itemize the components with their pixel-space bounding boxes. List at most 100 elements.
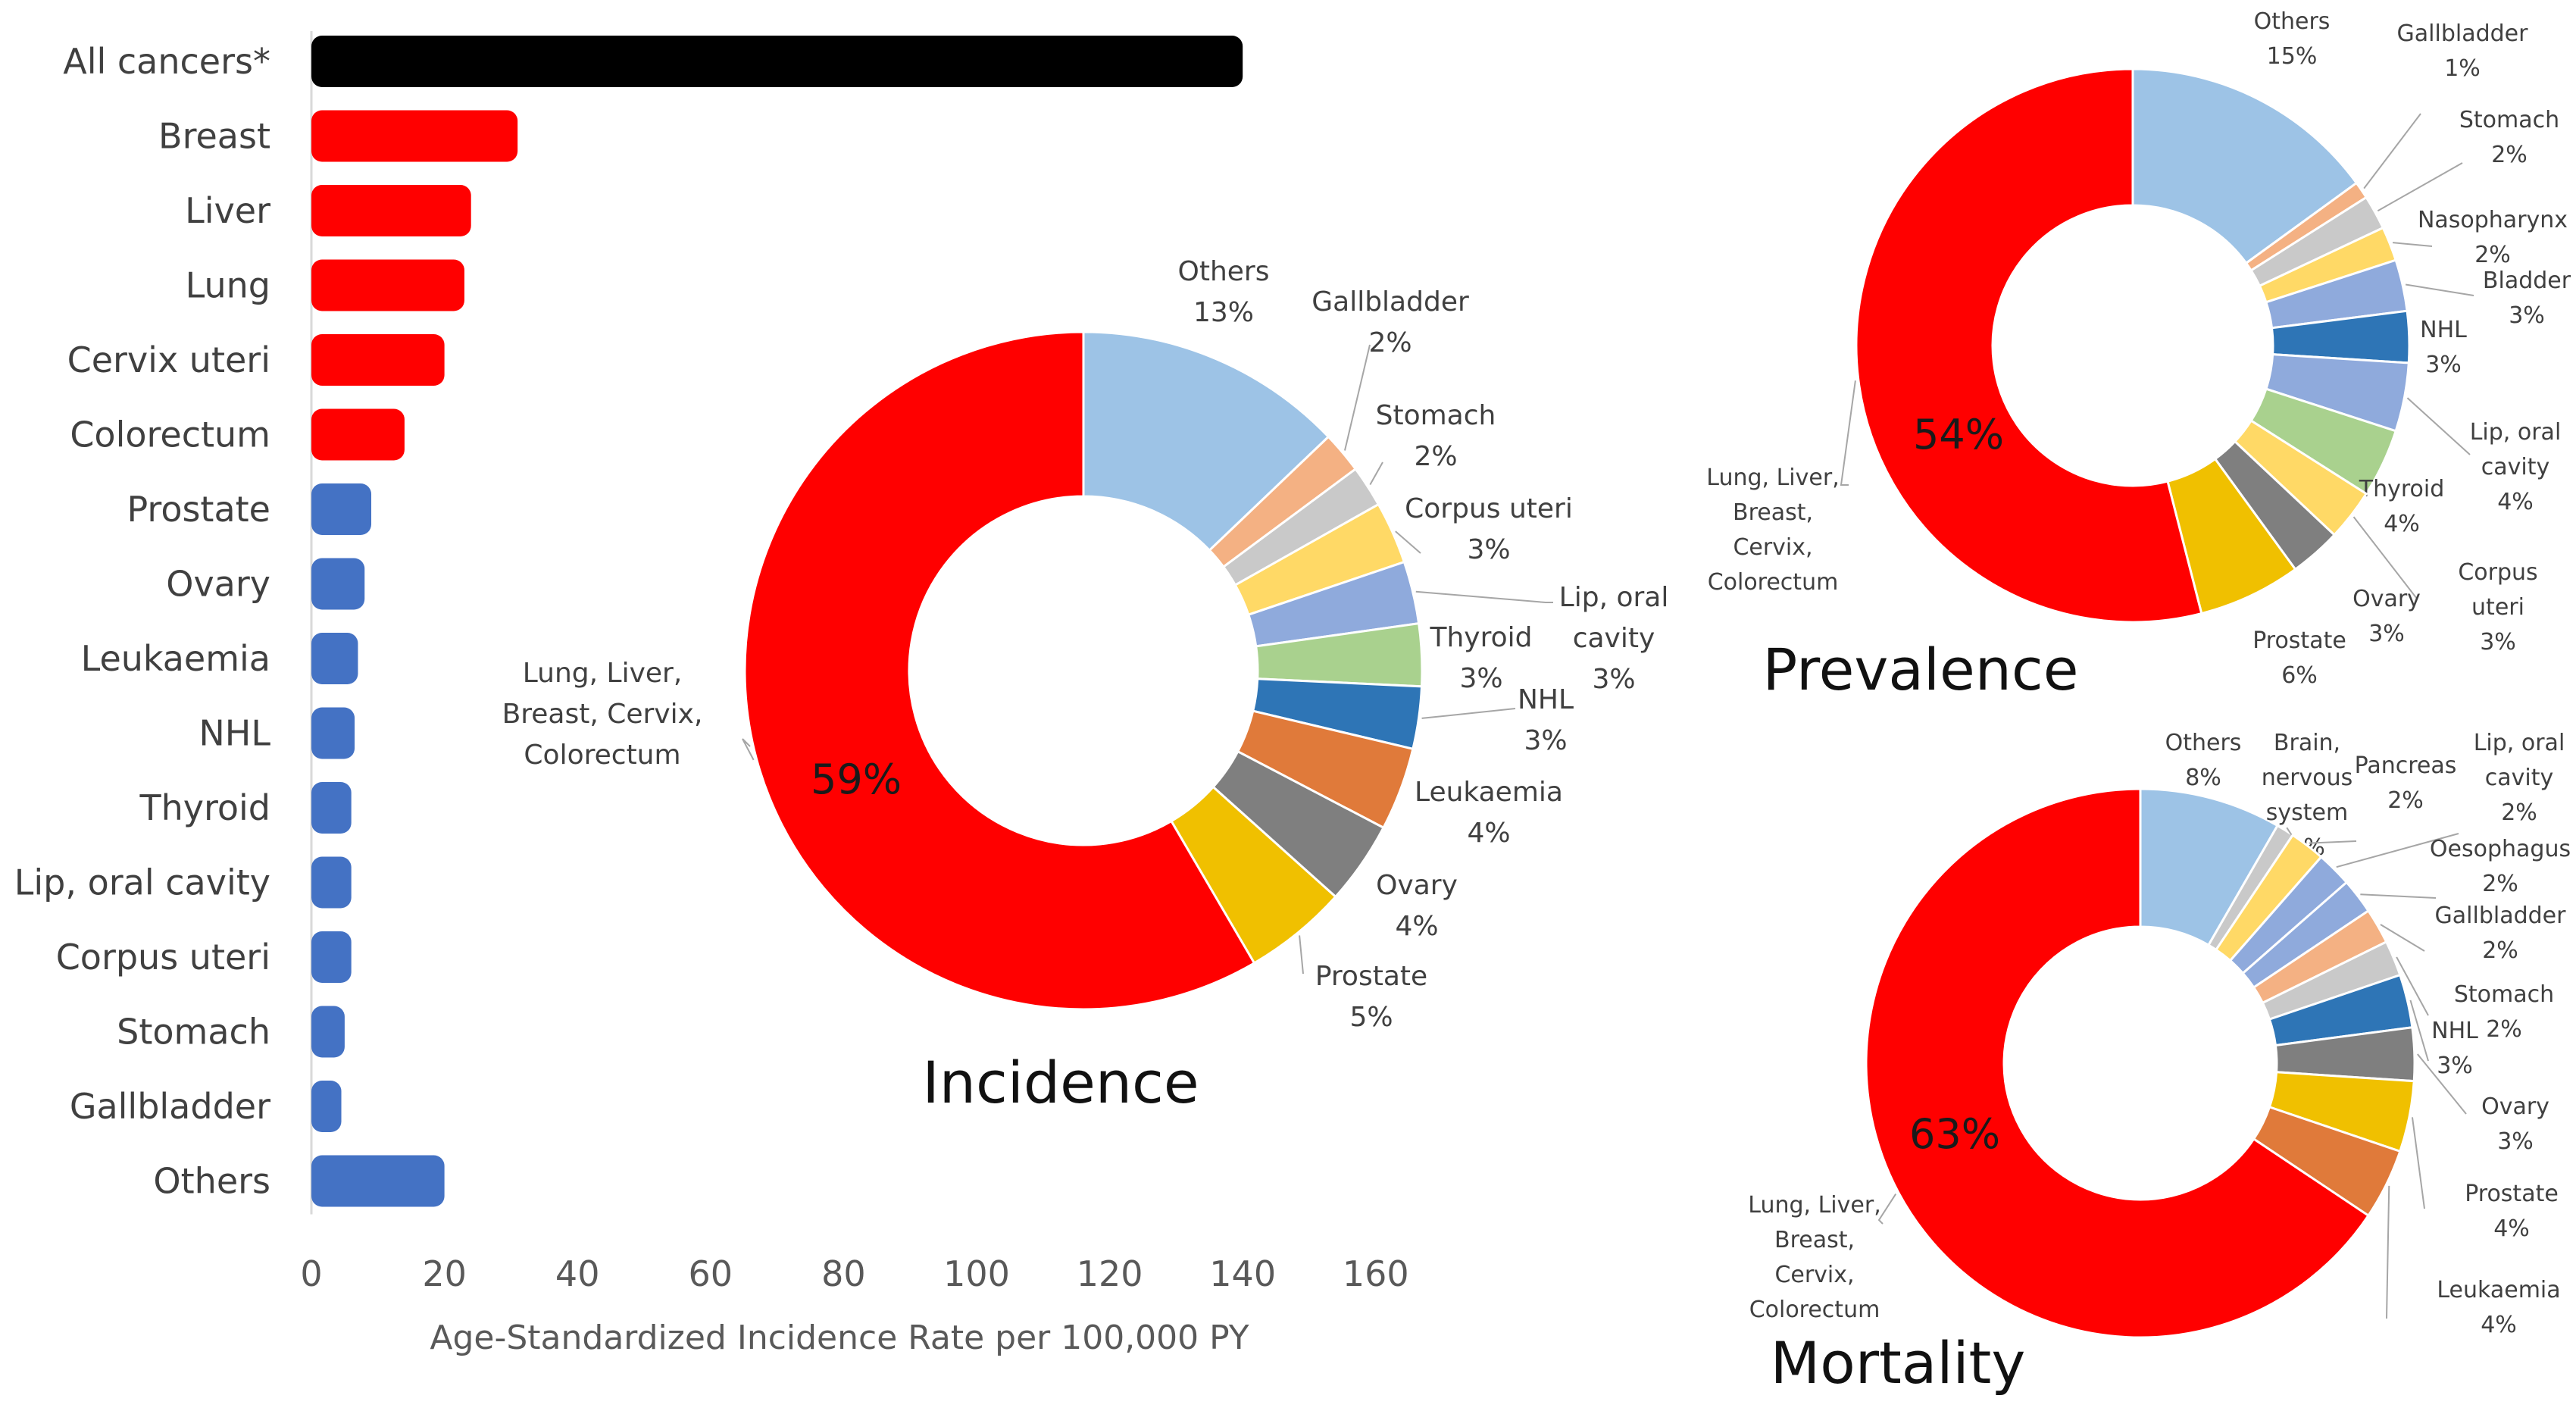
slice-label-prostate: Prostate 6%: [2252, 627, 2346, 689]
slice-others: [1082, 330, 1330, 552]
bar-ovary: [311, 558, 365, 610]
category-label-liver: Liver: [185, 190, 270, 231]
slice-label-lung-liver-breast-cervix-colorectum: Lung, Liver, Breast, Cervix, Colorectum: [1706, 465, 1839, 596]
slice-lung-liver-breast-cervix-colorectum: [1865, 787, 2371, 1339]
leader-line: [2417, 1053, 2467, 1115]
slice-label-leukaemia: Leukaemia 4%: [1415, 777, 1563, 849]
slice-label-lip-oral-cavity: Lip, oral cavity 3%: [1559, 582, 1669, 695]
leader-line: [2386, 1185, 2390, 1319]
slice-label-stomach: Stomach 2%: [2454, 981, 2554, 1043]
category-label-lip-oral-cavity: Lip, oral cavity: [14, 862, 270, 903]
leader-line: [2363, 113, 2421, 189]
bar-breast: [311, 110, 518, 162]
bar-others: [311, 1155, 445, 1207]
slice-label-gallbladder: Gallbladder 2%: [1311, 286, 1469, 358]
category-label-prostate: Prostate: [127, 489, 270, 530]
slice-label-prostate: Prostate 4%: [2465, 1181, 2559, 1242]
bar-cervix-uteri: [311, 334, 445, 386]
x-tick-label: 120: [1077, 1253, 1143, 1294]
bar-leukaemia: [311, 633, 358, 684]
leader-line: [2396, 956, 2429, 1016]
x-tick-label: 140: [1209, 1253, 1276, 1294]
category-label-ovary: Ovary: [166, 564, 270, 605]
slice-label-others: Others 8%: [2165, 730, 2242, 791]
bar-thyroid: [311, 782, 352, 834]
leader-line: [2336, 833, 2459, 868]
slice-label-lip-oral-cavity: Lip, oral cavity 4%: [2470, 419, 2562, 515]
slice-label-pancreas: Pancreas 2%: [2355, 752, 2457, 814]
bar-lung: [311, 259, 464, 311]
slice-label-nhl: NHL 3%: [2431, 1018, 2478, 1079]
slice-label-lung-liver-breast-cervix-colorectum: Lung, Liver, Breast, Cervix, Colorectum: [1748, 1192, 1880, 1323]
chart-title: Incidence: [922, 1049, 1199, 1116]
slice-label-ovary: Ovary 3%: [2352, 586, 2421, 647]
leader-line: [2360, 893, 2437, 899]
leader-line: [1395, 530, 1421, 554]
category-label-corpus-uteri: Corpus uteri: [56, 937, 270, 978]
leader-line: [742, 738, 755, 761]
bar-all-cancers: [311, 36, 1243, 87]
leader-line: [2352, 516, 2418, 599]
slice-label-oesophagus: Oesophagus 2%: [2430, 836, 2571, 897]
category-label-nhl: NHL: [199, 713, 270, 754]
slice-label-leukaemia: Leukaemia 4%: [2437, 1277, 2560, 1338]
x-axis-title: Age-Standardized Incidence Rate per 100,…: [430, 1319, 1249, 1357]
slice-label-ovary: Ovary 4%: [1376, 870, 1458, 942]
slice-label-nasopharynx: Nasopharynx 2%: [2418, 207, 2568, 268]
leader-line: [2405, 283, 2474, 296]
category-label-thyroid: Thyroid: [139, 787, 271, 828]
bar-corpus-uteri: [311, 931, 352, 983]
leader-line: [2411, 1117, 2425, 1209]
slice-lung-liver-breast-cervix-colorectum: [1855, 67, 2203, 624]
bar-gallbladder: [311, 1081, 342, 1132]
slice-label-stomach: Stomach 2%: [2459, 107, 2559, 168]
leader-line: [1877, 1193, 1897, 1225]
bar-nhl: [311, 707, 355, 759]
category-label-cervix-uteri: Cervix uteri: [67, 339, 270, 380]
x-tick-label: 0: [300, 1253, 322, 1294]
leader-line: [2377, 162, 2463, 212]
slice-label-gallbladder: Gallbladder 1%: [2397, 20, 2529, 82]
leader-line: [1840, 380, 1856, 486]
x-tick-label: 100: [943, 1253, 1010, 1294]
x-tick-label: 80: [821, 1253, 866, 1294]
slice-label-nhl: NHL 3%: [2420, 317, 2467, 378]
slice-label-ovary: Ovary 3%: [2481, 1093, 2549, 1155]
category-label-all-cancers: All cancers*: [63, 41, 270, 82]
slice-label-corpus-uteri: Corpus uteri 3%: [1405, 493, 1573, 565]
prevalence-donut-chart: Others 15% Gallbladder 1% Stomach 2% Nasophary…: [1706, 8, 2571, 703]
category-label-gallbladder: Gallbladder: [70, 1086, 270, 1127]
slice-label-corpus-uteri: Corpus uteri 3%: [2458, 559, 2537, 655]
bar-liver: [311, 185, 471, 236]
slice-label-gallbladder: Gallbladder 2%: [2435, 903, 2567, 964]
x-tick-label: 20: [422, 1253, 467, 1294]
bar-colorectum: [311, 408, 405, 461]
slice-label-stomach: Stomach 2%: [1376, 400, 1496, 472]
category-label-colorectum: Colorectum: [70, 415, 270, 455]
leader-line: [2392, 242, 2433, 247]
slice-others: [2131, 67, 2359, 265]
category-label-lung: Lung: [186, 265, 270, 306]
chart-title: Prevalence: [1763, 636, 2079, 703]
x-tick-label: 60: [689, 1253, 733, 1294]
leader-line: [1421, 708, 1516, 719]
leader-line: [2406, 397, 2471, 455]
category-label-breast: Breast: [158, 116, 270, 157]
bar-stomach: [311, 1006, 345, 1058]
slice-label-lip-oral-cavity: Lip, oral cavity 2%: [2474, 730, 2565, 826]
slice-label-lung-liver-breast-cervix-colorectum: Lung, Liver, Breast, Cervix, Colorectum: [502, 658, 703, 771]
x-tick-label: 40: [555, 1253, 600, 1294]
category-label-leukaemia: Leukaemia: [81, 638, 270, 679]
leader-line: [2309, 840, 2357, 844]
bar-lip-oral-cavity: [311, 856, 352, 909]
slice-label-bladder: Bladder 3%: [2483, 267, 2571, 329]
slice-label-prostate: Prostate 5%: [1315, 961, 1427, 1033]
incidence-bar-chart: All cancers* Breast Liver Lung Cervix uteri C…: [14, 31, 1409, 1357]
main-percent-label: 63%: [1909, 1110, 2000, 1158]
slice-label-others: Others 13%: [1178, 256, 1270, 328]
slice-lung-liver-breast-cervix-colorectum: [743, 330, 1256, 1011]
leader-line: [2380, 924, 2425, 952]
main-percent-label: 59%: [811, 756, 902, 803]
bar-prostate: [311, 483, 372, 535]
